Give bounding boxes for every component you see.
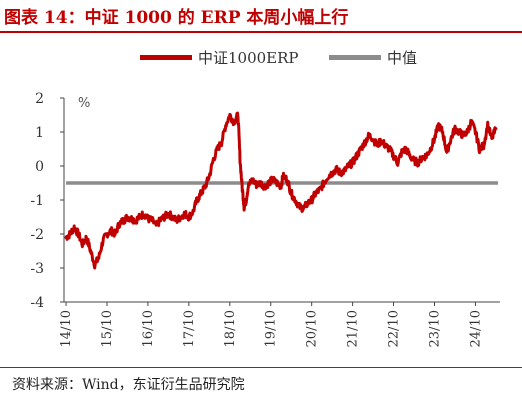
y-tick-label: -2 — [30, 227, 44, 243]
x-tick-label: 14/10 — [59, 310, 74, 347]
x-tick-label: 24/10 — [468, 310, 483, 347]
legend-item-median: 中值 — [329, 47, 417, 68]
x-tick-label: 22/10 — [387, 310, 402, 347]
source-note: 资料来源：Wind，东证衍生品研究院 — [12, 377, 245, 393]
y-tick-label: 1 — [35, 125, 44, 141]
y-tick-label: -4 — [30, 295, 44, 311]
y-tick-label: -3 — [30, 261, 44, 277]
y-tick-label: -1 — [30, 193, 44, 209]
x-tick-label: 19/10 — [264, 310, 279, 347]
legend-swatch-median — [329, 55, 381, 60]
legend-item-erp: 中证1000ERP — [140, 47, 299, 68]
x-tick-label: 20/10 — [305, 310, 320, 347]
chart-title: 图表 14：中证 1000 的 ERP 本周小幅上行 — [4, 8, 349, 28]
y-tick-label: 2 — [35, 91, 44, 107]
source-divider — [0, 367, 522, 368]
series-line-erp — [64, 111, 498, 270]
x-tick-label: 17/10 — [182, 310, 197, 347]
title-divider — [0, 31, 522, 33]
x-tick-label: 18/10 — [223, 310, 238, 347]
erp-line-chart: 2 1 0 -1 -2 -3 -4% 14/10 15/10 16/10 17/10 18/10 19/… — [30, 91, 500, 347]
x-tick-label: 15/10 — [100, 310, 115, 347]
legend-swatch-erp — [140, 55, 192, 60]
x-tick-label: 21/10 — [346, 310, 361, 347]
x-tick-label: 23/10 — [427, 310, 442, 347]
x-tick-label: 16/10 — [141, 310, 156, 347]
legend-label-median: 中值 — [387, 49, 418, 67]
legend-label-erp: 中证1000ERP — [198, 49, 299, 67]
chart-legend: 中证1000ERP 中值 — [0, 47, 522, 71]
y-axis-unit-label: % — [78, 96, 90, 111]
y-tick-label: 0 — [35, 159, 44, 175]
